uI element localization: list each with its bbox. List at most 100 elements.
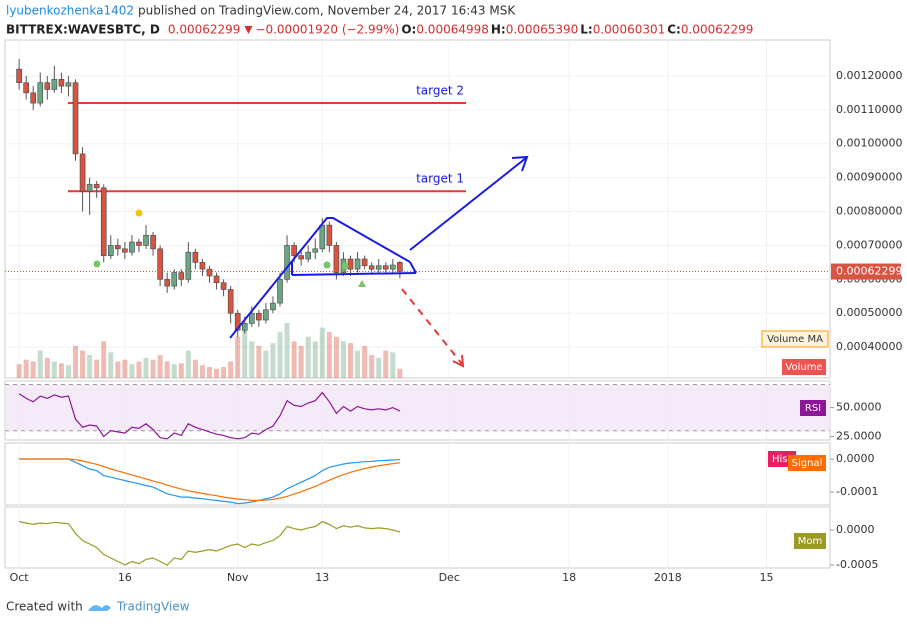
indicator-line — [19, 458, 400, 505]
volume-bar — [348, 343, 354, 378]
volume-bar — [51, 361, 57, 378]
volume-bar — [44, 357, 50, 378]
candle-body — [319, 224, 326, 250]
volume-bar — [305, 336, 311, 378]
candle-body — [220, 282, 227, 290]
candle-body — [192, 251, 199, 263]
header-item: 0.00062299 — [681, 23, 754, 37]
candle-body — [277, 279, 283, 304]
volume-bar — [362, 345, 368, 378]
candle-body — [305, 251, 312, 260]
candle-body — [361, 258, 368, 267]
annotation: target 2 — [416, 84, 464, 98]
candle-body — [178, 272, 185, 280]
y-tick-label: 0.0000 — [836, 452, 875, 465]
volume-bar — [178, 363, 184, 378]
marker — [93, 260, 101, 268]
volume-bar — [30, 361, 36, 378]
author[interactable]: lyubenkozhenka1402 — [6, 4, 134, 18]
main-pane — [4, 39, 831, 379]
volume-bar — [94, 359, 100, 378]
candle-body — [213, 275, 220, 284]
candle-body — [326, 224, 333, 246]
candle-body — [397, 262, 403, 272]
candle-body — [256, 312, 262, 321]
volume-bar — [284, 323, 290, 378]
candle-body — [107, 245, 114, 256]
arrow-head — [511, 155, 529, 172]
y-tick-label: -0.0005 — [836, 558, 878, 571]
x-tick-label: 13 — [315, 571, 329, 584]
candle-body — [100, 187, 107, 256]
candle-body — [206, 268, 213, 277]
symbol-line: BITTREX:WAVESBTC, D 0.00062299 −0.00001920… — [6, 23, 753, 37]
volume-bar — [192, 359, 198, 378]
volume-bar — [390, 352, 396, 378]
candle-body — [291, 245, 297, 256]
mom-pane — [4, 506, 831, 569]
candle-body — [234, 312, 241, 331]
indicator-line — [18, 520, 401, 566]
y-tick-label: 0.00050000 — [836, 306, 902, 319]
volume-bar — [16, 364, 22, 378]
y-tick-label: 0.00100000 — [836, 137, 902, 150]
volume-bar — [101, 341, 107, 378]
volume-bar — [228, 361, 234, 378]
volume-bar — [73, 345, 79, 378]
volume-bar — [326, 332, 332, 378]
arrow-head — [452, 354, 465, 368]
volume-bar — [376, 357, 382, 378]
volume-bar — [108, 352, 114, 378]
header-item: H: — [491, 23, 506, 37]
volume-bar — [37, 350, 43, 378]
x-tick-label: Dec — [439, 571, 460, 584]
volume-bar — [157, 355, 163, 378]
volume-bar — [242, 323, 248, 378]
x-tick-label: 18 — [562, 571, 576, 584]
candle-body — [368, 265, 375, 270]
volume-bar — [397, 368, 403, 378]
volume-bar — [58, 363, 64, 378]
pane-label-box — [788, 455, 826, 471]
volume-bar — [143, 357, 149, 378]
candle-body — [248, 312, 255, 324]
volume-bar — [298, 345, 304, 378]
candle-body — [23, 82, 29, 94]
marker — [135, 209, 143, 217]
volume-bar — [206, 367, 212, 378]
marker — [341, 262, 349, 270]
candle-body — [298, 255, 304, 260]
volume-bar — [164, 361, 170, 378]
trend-line — [291, 272, 417, 276]
candle-body — [375, 265, 382, 270]
footer-brand[interactable]: TradingView — [116, 600, 190, 614]
candle-body — [157, 248, 163, 280]
pane-label-box — [761, 330, 829, 348]
y-tick-label: 0.00090000 — [836, 171, 902, 184]
candle-body — [115, 245, 121, 250]
candle-body — [263, 309, 269, 321]
volume-bar — [369, 355, 375, 378]
candle-body — [241, 323, 248, 331]
volume-bar — [221, 367, 227, 378]
pane-label-box — [782, 359, 826, 375]
candle-body — [65, 82, 72, 87]
pane-label-box — [794, 533, 826, 549]
volume-bar — [263, 350, 269, 378]
pane-label: RSI — [805, 403, 821, 414]
candle-body — [164, 279, 170, 287]
pane-label: Volume MA — [767, 334, 823, 345]
volume-bar — [383, 350, 389, 378]
candle-body — [347, 258, 354, 270]
trend-line — [229, 217, 411, 339]
indicator-line — [19, 458, 400, 501]
x-tick-label: 2018 — [654, 571, 682, 584]
volume-bar — [214, 368, 220, 378]
annotation: target 1 — [416, 172, 464, 186]
header-item: −0.00001920 (−2.99%) — [255, 23, 399, 37]
volume-bar — [312, 341, 318, 378]
volume-bar — [122, 359, 128, 378]
pane-label-box — [800, 400, 826, 416]
pane-label: Mom — [798, 536, 823, 547]
candle-body — [86, 184, 93, 192]
